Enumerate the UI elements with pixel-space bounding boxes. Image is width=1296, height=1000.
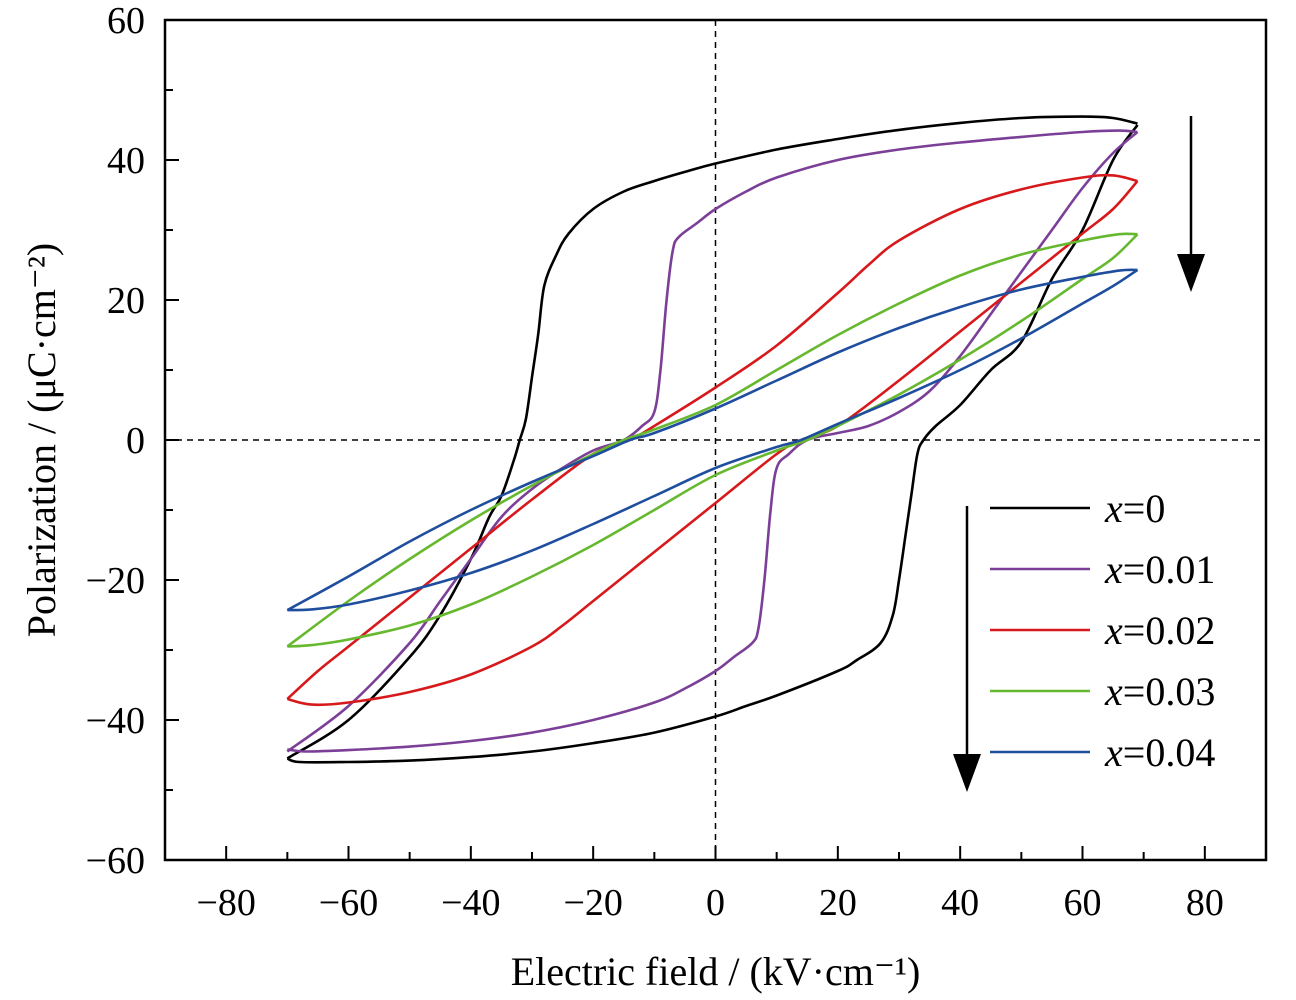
series-line-upper-branch: [286, 268, 1138, 612]
reference-lines: [165, 20, 1266, 860]
legend-item: x=0.04: [990, 730, 1215, 775]
legend-item: x=0.03: [990, 669, 1215, 714]
legend-value: =0.01: [1123, 547, 1216, 592]
series-1: [286, 129, 1139, 753]
legend-label: x=0.01: [1104, 547, 1215, 592]
legend-item: x=0.01: [990, 547, 1215, 592]
x-tick-label: 80: [1186, 882, 1224, 924]
legend-label: x=0.02: [1104, 608, 1215, 653]
series-4: [286, 268, 1139, 612]
series-2: [286, 173, 1139, 707]
legend-variable: x: [1104, 669, 1123, 714]
y-tick-label: 20: [107, 280, 145, 322]
series-line-lower-branch: [287, 233, 1139, 648]
legend-variable: x: [1104, 486, 1123, 531]
series-line-upper-branch: [286, 129, 1138, 753]
legend-variable: x: [1104, 608, 1123, 653]
y-tick-label: −20: [86, 560, 145, 602]
series-line-lower-branch: [286, 180, 1139, 707]
series-layer: [286, 115, 1139, 764]
legend-variable: x: [1104, 547, 1123, 592]
x-tick-label: −60: [319, 882, 378, 924]
y-tick-label: 40: [107, 140, 145, 182]
y-tick-label: −40: [86, 700, 145, 742]
x-axis-ticks: −80 −60 −40 −20 0 20 40 60 80: [196, 846, 1224, 924]
legend-value: =0.03: [1123, 669, 1216, 714]
x-tick-label: 20: [819, 882, 857, 924]
x-tick-label: −80: [196, 882, 255, 924]
annotations: [953, 116, 1205, 792]
y-axis-label: Polarization / (μC·cm⁻²): [19, 243, 64, 637]
y-tick-label: 60: [107, 0, 145, 42]
series-3: [286, 232, 1139, 648]
down-arrow-icon: [953, 506, 981, 792]
y-axis-ticks: −60 −40 −20 0 20 40 60: [86, 0, 179, 882]
legend-label: x=0.03: [1104, 669, 1215, 714]
legend-item: x=0: [990, 486, 1165, 531]
legend-value: =0: [1123, 486, 1166, 531]
x-axis-label: Electric field / (kV·cm⁻¹): [511, 949, 921, 994]
legend-variable: x: [1104, 730, 1123, 775]
legend-label: x=0.04: [1104, 730, 1215, 775]
series-line-upper-branch: [286, 115, 1138, 760]
legend-label: x=0: [1104, 486, 1165, 531]
legend: x=0x=0.01x=0.02x=0.03x=0.04: [990, 486, 1215, 775]
y-tick-label: 0: [126, 420, 145, 462]
series-line-lower-branch: [287, 268, 1139, 612]
legend-value: =0.04: [1123, 730, 1216, 775]
x-tick-label: 0: [706, 882, 725, 924]
x-tick-label: 40: [941, 882, 979, 924]
series-0: [286, 115, 1139, 764]
series-line-upper-branch: [286, 232, 1138, 648]
series-line-upper-branch: [286, 173, 1138, 700]
series-line-lower-branch: [286, 124, 1139, 764]
x-tick-label: −20: [563, 882, 622, 924]
y-tick-label: −60: [86, 840, 145, 882]
legend-item: x=0.02: [990, 608, 1215, 653]
legend-value: =0.02: [1123, 608, 1216, 653]
x-tick-label: 60: [1064, 882, 1102, 924]
x-tick-label: −40: [441, 882, 500, 924]
down-arrow-icon: [1177, 116, 1205, 292]
axes: −80 −60 −40 −20 0 20 40 60 80 −60 −40 −20 0 20 40 60: [86, 0, 1268, 924]
series-line-lower-branch: [287, 131, 1139, 753]
